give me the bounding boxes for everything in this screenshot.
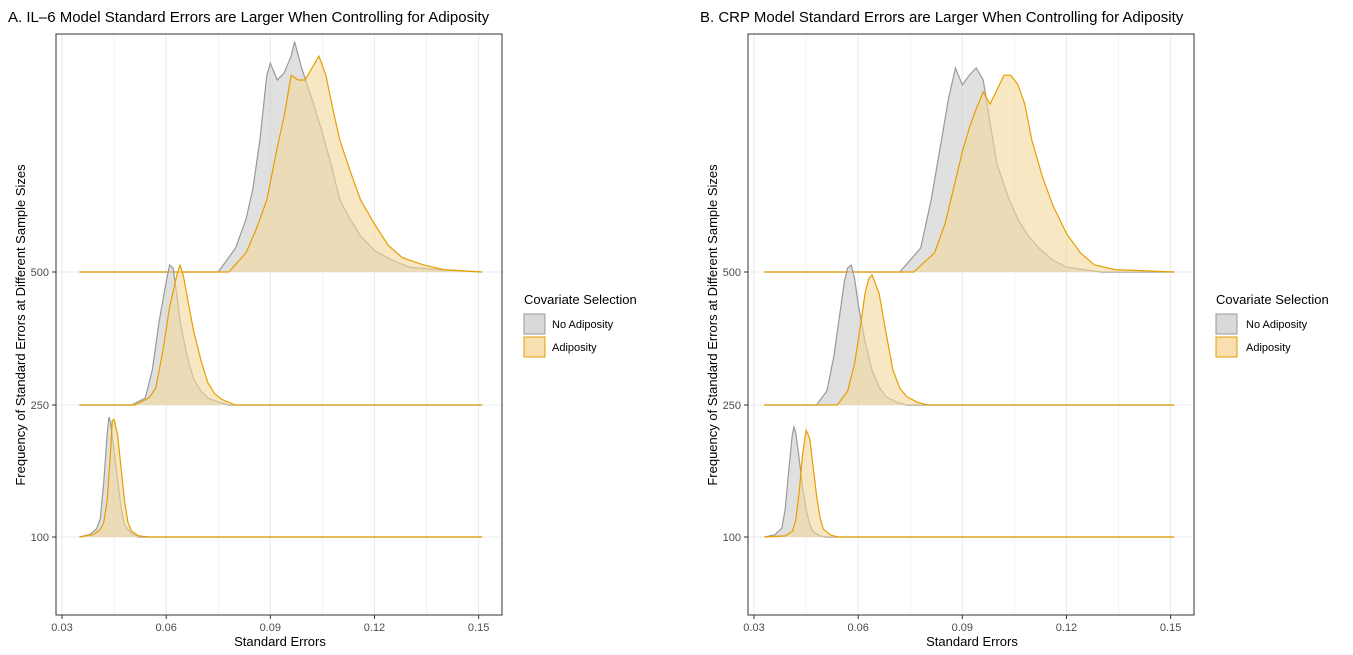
panel-a-y-tick-label: 100	[31, 532, 49, 544]
panel-b-x-tick-label: 0.03	[743, 622, 764, 634]
panel-a: A. IL–6 Model Standard Errors are Larger…	[8, 9, 503, 649]
panel-a-x-tick-label: 0.12	[364, 622, 385, 634]
legend-a-title: Covariate Selection	[524, 292, 637, 307]
panel-a-density-500-no-adiposity-line	[79, 416, 483, 538]
panel-b-x-tick-label: 0.09	[952, 622, 973, 634]
panel-a-y-tick-label: 500	[31, 267, 49, 279]
panel-b-density-250-no-adiposity-area	[764, 265, 1175, 405]
panel-a-density-500-adiposity-area	[79, 419, 483, 537]
panel-b-border	[747, 33, 1195, 616]
panel-b-density-500-no-adiposity-area	[764, 427, 1175, 537]
panel-a-density-100-adiposity-line	[79, 54, 483, 273]
panel-a-x-tick-label: 0.09	[260, 622, 281, 634]
panel-a-border	[55, 33, 503, 616]
panel-b-x-tick-label: 0.12	[1056, 622, 1077, 634]
panel-b-y-tick-label: 500	[723, 267, 741, 279]
legend-b-label-adiposity: Adiposity	[1246, 342, 1291, 354]
panel-b-ylabel: Frequency of Standard Errors at Differen…	[705, 164, 720, 486]
panel-b: B. CRP Model Standard Errors are Larger …	[700, 9, 1195, 649]
panel-a-x-tick-label: 0.03	[51, 622, 72, 634]
legend-a: Covariate Selection No Adiposity Adiposi…	[523, 292, 637, 358]
panel-a-density-500-no-adiposity-area	[79, 417, 483, 537]
panel-b-x-tick-label: 0.15	[1160, 622, 1181, 634]
panel-a-plot-area: 0.03 0.06 0.09 0.12 0.15 100 250 500	[31, 33, 503, 634]
panel-a-density-250-no-adiposity-area	[79, 265, 483, 405]
panel-b-density-500-adiposity-area	[764, 430, 1175, 537]
panel-a-density-250-adiposity-line	[79, 262, 483, 406]
panel-b-density-500-adiposity-line	[764, 428, 1175, 538]
panel-a-y-tick-label: 250	[31, 400, 49, 412]
panel-b-title: B. CRP Model Standard Errors are Larger …	[700, 9, 1184, 26]
panel-a-ylabel: Frequency of Standard Errors at Differen…	[13, 164, 28, 486]
panel-b-density-250-no-adiposity-line	[764, 263, 1175, 406]
legend-b-label-no-adiposity: No Adiposity	[1246, 319, 1308, 331]
panel-a-x-tick-label: 0.15	[468, 622, 489, 634]
panel-a-x-tick-label: 0.06	[155, 622, 176, 634]
panel-b-x-tick-label: 0.06	[847, 622, 868, 634]
legend-b-swatch-no-adiposity	[1215, 313, 1238, 335]
panel-a-density-250-adiposity-area	[79, 265, 483, 405]
panel-a-density-250-no-adiposity-line	[79, 263, 483, 406]
panel-b-xlabel: Standard Errors	[926, 634, 1018, 649]
panel-a-title: A. IL–6 Model Standard Errors are Larger…	[8, 9, 490, 26]
panel-b-y-tick-label: 100	[723, 532, 741, 544]
panel-b-density-250-adiposity-area	[764, 274, 1175, 405]
legend-a-swatch-no-adiposity	[523, 313, 546, 335]
panel-b-density-100-adiposity-area	[764, 75, 1175, 272]
panel-b-y-tick-label: 250	[723, 400, 741, 412]
legend-b-title: Covariate Selection	[1216, 292, 1329, 307]
legend-b-swatch-adiposity	[1215, 336, 1238, 358]
panel-b-density-100-adiposity-line	[764, 74, 1175, 273]
legend-a-label-adiposity: Adiposity	[552, 342, 597, 354]
panel-a-density-500-adiposity-line	[79, 418, 483, 538]
legend-b: Covariate Selection No Adiposity Adiposi…	[1215, 292, 1329, 358]
panel-b-density-250-adiposity-line	[764, 273, 1175, 406]
panel-a-xlabel: Standard Errors	[234, 634, 326, 649]
legend-a-swatch-adiposity	[523, 336, 546, 358]
panel-b-density-500-no-adiposity-line	[764, 424, 1175, 538]
legend-a-label-no-adiposity: No Adiposity	[552, 319, 614, 331]
panel-a-density-100-adiposity-area	[79, 56, 483, 272]
panel-b-plot-area: 0.03 0.06 0.09 0.12 0.15 100 250 500	[723, 33, 1195, 634]
